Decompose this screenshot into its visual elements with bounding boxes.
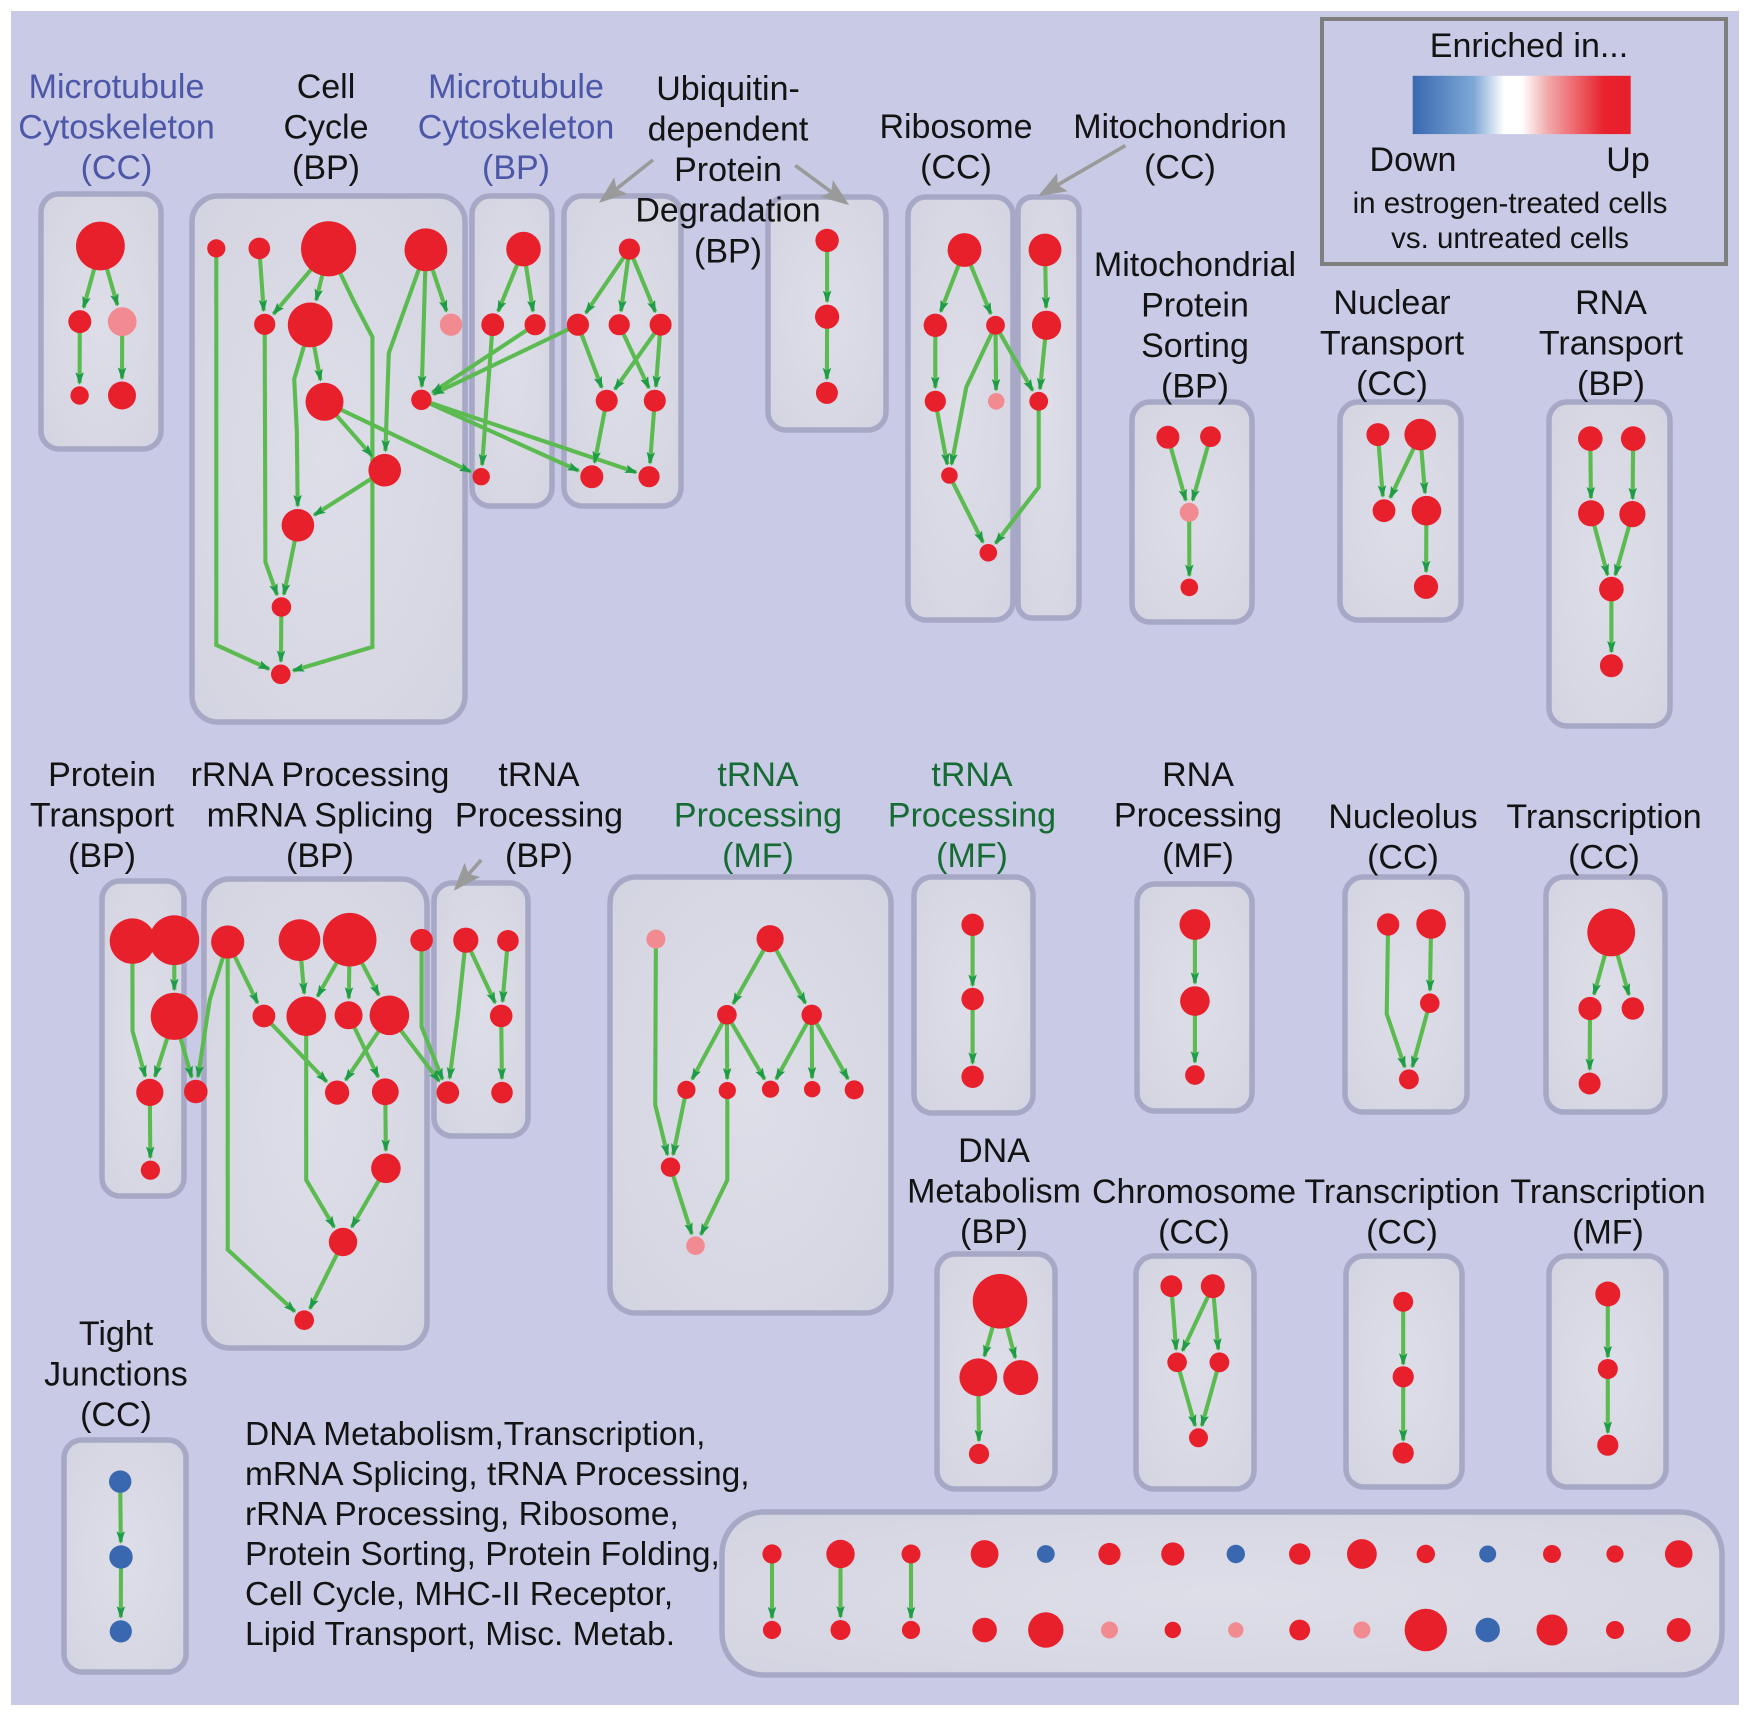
svg-text:(CC): (CC)	[1367, 839, 1439, 877]
svg-text:Transport: Transport	[1539, 325, 1684, 363]
svg-text:(CC): (CC)	[80, 1396, 152, 1434]
svg-text:Tight: Tight	[79, 1315, 154, 1353]
svg-text:Cytoskeleton: Cytoskeleton	[418, 109, 615, 147]
svg-text:tRNA: tRNA	[717, 756, 799, 794]
svg-text:Ribosome: Ribosome	[879, 108, 1032, 146]
svg-text:Chromosome: Chromosome	[1092, 1173, 1296, 1211]
svg-text:(BP): (BP)	[286, 837, 354, 875]
svg-text:(MF): (MF)	[1162, 837, 1234, 875]
svg-text:(BP): (BP)	[1577, 365, 1645, 403]
svg-text:Nucleolus: Nucleolus	[1328, 798, 1477, 836]
svg-text:Transcription: Transcription	[1510, 1173, 1705, 1211]
svg-text:(CC): (CC)	[1366, 1214, 1438, 1252]
svg-text:Processing: Processing	[1114, 797, 1282, 835]
svg-text:RNA: RNA	[1575, 284, 1647, 322]
svg-text:(MF): (MF)	[722, 837, 794, 875]
svg-text:Processing: Processing	[888, 797, 1056, 835]
svg-text:Lipid Transport, Misc. Metab.: Lipid Transport, Misc. Metab.	[245, 1616, 675, 1653]
svg-text:(BP): (BP)	[292, 149, 360, 187]
svg-text:Up: Up	[1606, 141, 1649, 179]
svg-text:Transport: Transport	[30, 797, 175, 835]
svg-text:mRNA Splicing, tRNA Processing: mRNA Splicing, tRNA Processing,	[245, 1456, 750, 1493]
svg-text:Cycle: Cycle	[283, 109, 368, 147]
svg-text:Metabolism: Metabolism	[907, 1173, 1081, 1211]
svg-text:(BP): (BP)	[482, 149, 550, 187]
svg-text:Cell: Cell	[297, 68, 356, 106]
svg-text:Cytoskeleton: Cytoskeleton	[18, 109, 215, 147]
svg-text:(BP): (BP)	[960, 1213, 1028, 1251]
svg-text:Ubiquitin-: Ubiquitin-	[656, 70, 800, 108]
svg-text:Cell Cycle, MHC-II Receptor,: Cell Cycle, MHC-II Receptor,	[245, 1576, 673, 1613]
svg-text:dependent: dependent	[648, 111, 809, 149]
svg-text:in estrogen-treated cells: in estrogen-treated cells	[1353, 187, 1668, 220]
svg-text:tRNA: tRNA	[498, 756, 580, 794]
svg-text:Mitochondrial: Mitochondrial	[1094, 246, 1296, 284]
svg-text:(CC): (CC)	[1568, 839, 1640, 877]
svg-text:Junctions: Junctions	[44, 1356, 188, 1394]
svg-text:(BP): (BP)	[1161, 368, 1229, 406]
svg-text:mRNA Splicing: mRNA Splicing	[207, 797, 434, 835]
svg-text:(MF): (MF)	[1572, 1214, 1644, 1252]
svg-text:Protein: Protein	[674, 151, 782, 189]
svg-text:(CC): (CC)	[1144, 149, 1216, 187]
svg-text:Transcription: Transcription	[1304, 1173, 1499, 1211]
svg-text:(MF): (MF)	[936, 837, 1008, 875]
svg-text:Transport: Transport	[1320, 325, 1465, 363]
svg-text:Nuclear: Nuclear	[1333, 284, 1450, 322]
svg-text:Microtubule: Microtubule	[428, 68, 604, 106]
svg-text:Protein Sorting, Protein Foldi: Protein Sorting, Protein Folding,	[245, 1536, 720, 1573]
svg-text:tRNA: tRNA	[931, 756, 1013, 794]
svg-text:(CC): (CC)	[1158, 1214, 1230, 1252]
svg-text:Protein: Protein	[1141, 287, 1249, 325]
svg-text:(BP): (BP)	[68, 837, 136, 875]
svg-text:Processing: Processing	[455, 797, 623, 835]
svg-text:Enriched in...: Enriched in...	[1430, 27, 1628, 65]
svg-text:(CC): (CC)	[1356, 365, 1428, 403]
svg-text:rRNA Processing, Ribosome,: rRNA Processing, Ribosome,	[245, 1496, 679, 1533]
svg-text:rRNA Processing: rRNA Processing	[191, 756, 450, 794]
svg-text:Microtubule: Microtubule	[29, 68, 205, 106]
svg-text:RNA: RNA	[1162, 756, 1234, 794]
svg-text:(BP): (BP)	[694, 232, 762, 270]
svg-text:(BP): (BP)	[505, 837, 573, 875]
svg-text:DNA: DNA	[958, 1132, 1030, 1170]
svg-text:Sorting: Sorting	[1141, 327, 1249, 365]
svg-text:vs. untreated cells: vs. untreated cells	[1391, 222, 1629, 255]
svg-text:Down: Down	[1370, 141, 1457, 179]
svg-text:Transcription: Transcription	[1506, 798, 1701, 836]
svg-text:Processing: Processing	[674, 797, 842, 835]
svg-text:DNA Metabolism,Transcription,: DNA Metabolism,Transcription,	[245, 1416, 705, 1453]
svg-text:Protein: Protein	[48, 756, 156, 794]
svg-text:(CC): (CC)	[920, 149, 992, 187]
svg-text:Mitochondrion: Mitochondrion	[1073, 108, 1287, 146]
svg-text:(CC): (CC)	[81, 149, 153, 187]
svg-text:Degradation: Degradation	[635, 192, 820, 230]
